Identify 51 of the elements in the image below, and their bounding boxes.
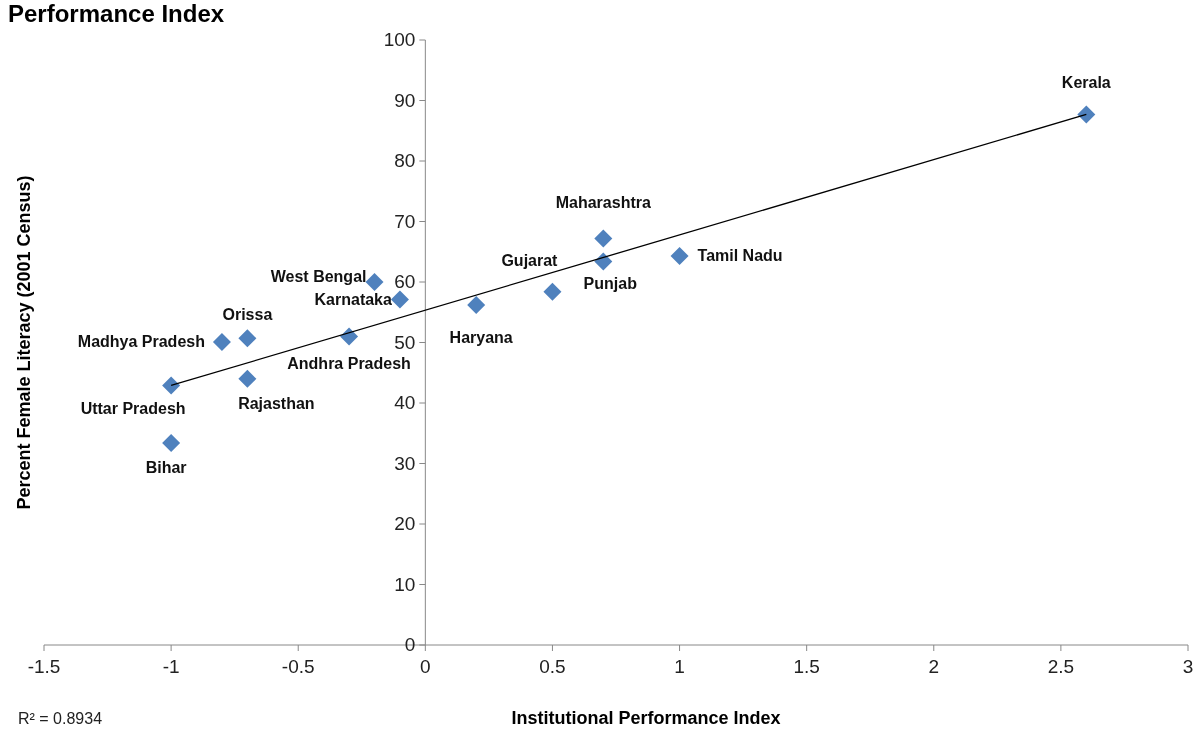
x-tick-label: 0.5 [539,656,566,677]
point [212,332,231,351]
y-tick-label: 10 [394,573,416,595]
point [467,295,486,314]
point [365,273,384,291]
y-tick-label: 90 [394,89,416,111]
point [1077,105,1096,124]
y-tick-label: 50 [394,331,416,353]
y-tick-label: 60 [394,271,416,292]
annotation: West Bengal [270,268,367,285]
annotation: Haryana [449,328,513,346]
point [238,329,257,348]
y-tick-label: 70 [394,210,416,232]
y-tick-label: 80 [394,150,416,171]
x-axis-title: Institutional Performance Index [511,708,781,728]
annotation: Andhra Pradesh [287,355,411,373]
y-tick-label: 40 [394,392,416,413]
point [162,376,181,395]
annotation: Maharashtra [555,194,651,212]
point [670,246,689,265]
text: R² = 0.8934 [18,710,103,727]
annotation: Kerala [1061,74,1111,92]
x-tick-label: 1.5 [793,656,820,677]
x-tick-label: 3 [1182,656,1194,677]
point [238,369,257,388]
x-tick-label: 2 [928,656,940,677]
point [390,290,409,309]
annotation: Bihar [145,458,187,476]
point [594,229,613,248]
x-tick-label: -1 [162,656,180,677]
point [543,282,562,301]
annotation: Tamil Nadu [697,246,783,264]
y-tick-label: 0 [404,634,416,655]
x-tick-label: 0 [420,656,431,677]
annotation: Punjab [583,275,638,293]
x-tick-label: -0.5 [281,656,315,677]
annotation: Uttar Pradesh [80,400,186,418]
y-tick-label: 30 [394,452,416,474]
annotation: Rajasthan [238,394,315,412]
chart-title: Performance Index [8,0,225,27]
point [162,433,181,452]
y-axis-title: Percent Female Literacy (2001 Census) [14,175,34,510]
annotation: Madhya Pradesh [77,332,205,350]
annotation: Gujarat [501,251,559,269]
x-tick-label: -1.5 [27,656,61,677]
annotation: Orissa [222,306,273,324]
y-tick-label: 100 [383,29,416,50]
x-tick-label: 2.5 [1047,656,1075,677]
y-tick-label: 20 [394,513,416,534]
annotation: Karnataka [314,290,393,308]
x-tick-label: 1 [674,656,685,677]
